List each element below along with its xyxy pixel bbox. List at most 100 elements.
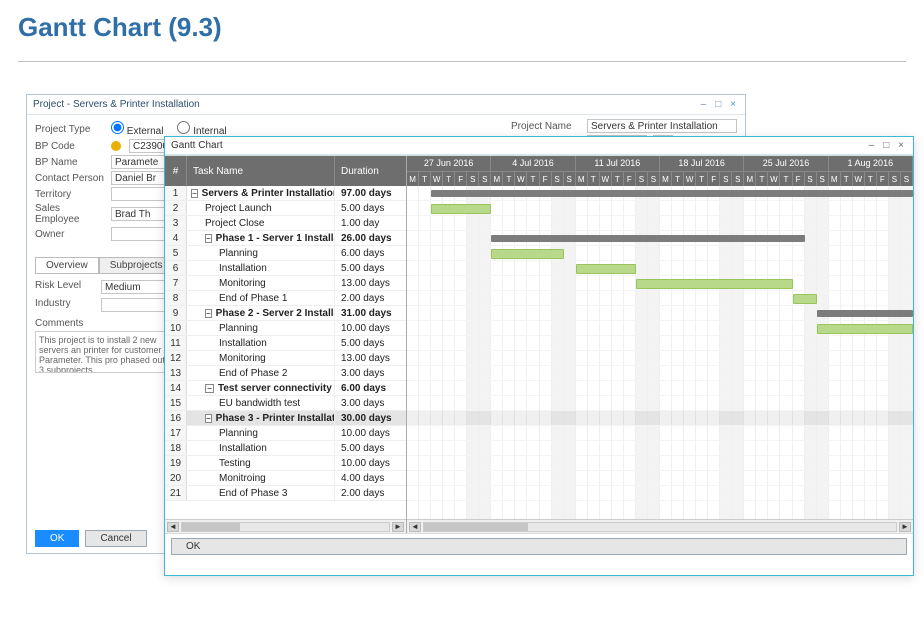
sales-employee-label: Sales Employee bbox=[35, 203, 105, 225]
timeline-row[interactable] bbox=[407, 321, 913, 336]
minimize-icon[interactable]: – bbox=[697, 99, 709, 110]
table-row[interactable]: 8End of Phase 12.00 days bbox=[165, 291, 406, 306]
timeline-row[interactable] bbox=[407, 396, 913, 411]
table-row[interactable]: 18Installation5.00 days bbox=[165, 441, 406, 456]
table-row[interactable]: 5Planning6.00 days bbox=[165, 246, 406, 261]
project-type-label: Project Type bbox=[35, 124, 105, 135]
collapse-icon[interactable]: − bbox=[205, 414, 212, 423]
radio-internal[interactable]: Internal bbox=[177, 121, 226, 137]
close-icon[interactable]: × bbox=[895, 140, 907, 151]
day-header: T bbox=[672, 171, 684, 186]
task-bar[interactable] bbox=[793, 294, 817, 304]
timeline-row[interactable] bbox=[407, 306, 913, 321]
timeline-row[interactable] bbox=[407, 246, 913, 261]
table-row[interactable]: 11Installation5.00 days bbox=[165, 336, 406, 351]
task-name-cell: End of Phase 1 bbox=[187, 291, 335, 305]
table-row[interactable]: 16−Phase 3 - Printer Installation30.00 d… bbox=[165, 411, 406, 426]
timeline-row[interactable] bbox=[407, 441, 913, 456]
task-name: Servers & Printer Installation bbox=[202, 188, 335, 199]
project-name-field[interactable]: Servers & Printer Installation bbox=[587, 119, 737, 133]
timeline-row[interactable] bbox=[407, 456, 913, 471]
task-bar[interactable] bbox=[636, 279, 793, 289]
gantt-timeline-pane[interactable]: 27 Jun 20164 Jul 201611 Jul 201618 Jul 2… bbox=[407, 156, 913, 533]
task-name: Phase 3 - Printer Installation bbox=[216, 413, 335, 424]
table-row[interactable]: 6Installation5.00 days bbox=[165, 261, 406, 276]
hscroll-thumb[interactable] bbox=[424, 523, 528, 531]
table-row[interactable]: 9−Phase 2 - Server 2 Installation31.00 d… bbox=[165, 306, 406, 321]
summary-bar[interactable] bbox=[817, 310, 913, 317]
maximize-icon[interactable]: □ bbox=[712, 99, 724, 110]
table-row[interactable]: 12Monitoring13.00 days bbox=[165, 351, 406, 366]
table-row[interactable]: 14−Test server connectivity6.00 days bbox=[165, 381, 406, 396]
timeline-row[interactable] bbox=[407, 291, 913, 306]
radio-external[interactable]: External bbox=[111, 121, 163, 137]
timeline-row[interactable] bbox=[407, 486, 913, 501]
day-header: T bbox=[527, 171, 539, 186]
hscroll-right[interactable]: ◄ ► bbox=[407, 519, 913, 533]
column-header-num[interactable]: # bbox=[165, 156, 187, 186]
scroll-right-icon[interactable]: ► bbox=[392, 522, 404, 532]
collapse-icon[interactable]: − bbox=[205, 384, 214, 393]
timeline-row[interactable] bbox=[407, 426, 913, 441]
collapse-icon[interactable]: − bbox=[205, 234, 212, 243]
table-row[interactable]: 19Testing10.00 days bbox=[165, 456, 406, 471]
task-bar[interactable] bbox=[491, 249, 563, 259]
column-header-duration[interactable]: Duration bbox=[335, 156, 405, 186]
day-header: F bbox=[624, 171, 636, 186]
task-bar[interactable] bbox=[817, 324, 913, 334]
ok-button[interactable]: OK bbox=[171, 538, 907, 555]
table-row[interactable]: 13End of Phase 23.00 days bbox=[165, 366, 406, 381]
close-icon[interactable]: × bbox=[727, 99, 739, 110]
day-header: S bbox=[901, 171, 913, 186]
table-row[interactable]: 20Monitroing4.00 days bbox=[165, 471, 406, 486]
timeline-row[interactable] bbox=[407, 366, 913, 381]
table-row[interactable]: 21End of Phase 32.00 days bbox=[165, 486, 406, 501]
table-row[interactable]: 4−Phase 1 - Server 1 Installation26.00 d… bbox=[165, 231, 406, 246]
comments-field[interactable]: This project is to install 2 new servers… bbox=[35, 331, 185, 373]
gantt-titlebar[interactable]: Gantt Chart – □ × bbox=[165, 137, 913, 155]
task-name: End of Phase 2 bbox=[219, 368, 287, 379]
task-bar[interactable] bbox=[576, 264, 636, 274]
timeline-row[interactable] bbox=[407, 471, 913, 486]
timeline-row[interactable] bbox=[407, 411, 913, 426]
maximize-icon[interactable]: □ bbox=[880, 140, 892, 151]
timeline-row[interactable] bbox=[407, 276, 913, 291]
task-bar[interactable] bbox=[431, 204, 491, 214]
table-row[interactable]: 17Planning10.00 days bbox=[165, 426, 406, 441]
timeline-row[interactable] bbox=[407, 261, 913, 276]
day-header: M bbox=[660, 171, 672, 186]
table-row[interactable]: 1−Servers & Printer Installation97.00 da… bbox=[165, 186, 406, 201]
link-icon[interactable] bbox=[111, 141, 121, 151]
summary-bar[interactable] bbox=[491, 235, 804, 242]
summary-bar[interactable] bbox=[431, 190, 913, 197]
table-row[interactable]: 3Project Close1.00 day bbox=[165, 216, 406, 231]
timeline-row[interactable] bbox=[407, 186, 913, 201]
table-row[interactable]: 15EU bandwidth test3.00 days bbox=[165, 396, 406, 411]
tab-subprojects[interactable]: Subprojects bbox=[99, 257, 174, 273]
collapse-icon[interactable]: − bbox=[205, 309, 212, 318]
table-row[interactable]: 10Planning10.00 days bbox=[165, 321, 406, 336]
scroll-left-icon[interactable]: ◄ bbox=[167, 522, 179, 532]
collapse-icon[interactable]: − bbox=[191, 189, 198, 198]
ok-button[interactable]: OK bbox=[35, 530, 79, 547]
hscroll-thumb[interactable] bbox=[182, 523, 240, 531]
minimize-icon[interactable]: – bbox=[865, 140, 877, 151]
bp-name-label: BP Name bbox=[35, 157, 105, 168]
scroll-left-icon[interactable]: ◄ bbox=[409, 522, 421, 532]
duration-cell: 30.00 days bbox=[335, 411, 405, 425]
tab-overview[interactable]: Overview bbox=[35, 257, 99, 273]
timeline-row[interactable] bbox=[407, 351, 913, 366]
table-row[interactable]: 2Project Launch5.00 days bbox=[165, 201, 406, 216]
hscroll-left[interactable]: ◄ ► bbox=[165, 519, 406, 533]
cancel-button[interactable]: Cancel bbox=[85, 530, 146, 547]
scroll-right-icon[interactable]: ► bbox=[899, 522, 911, 532]
timeline-row[interactable] bbox=[407, 381, 913, 396]
day-header: W bbox=[600, 171, 612, 186]
project-titlebar[interactable]: Project - Servers & Printer Installation… bbox=[27, 95, 745, 115]
timeline-row[interactable] bbox=[407, 216, 913, 231]
timeline-row[interactable] bbox=[407, 336, 913, 351]
table-row[interactable]: 7Monitoring13.00 days bbox=[165, 276, 406, 291]
timeline-row[interactable] bbox=[407, 231, 913, 246]
timeline-row[interactable] bbox=[407, 201, 913, 216]
column-header-task[interactable]: Task Name bbox=[187, 156, 335, 186]
